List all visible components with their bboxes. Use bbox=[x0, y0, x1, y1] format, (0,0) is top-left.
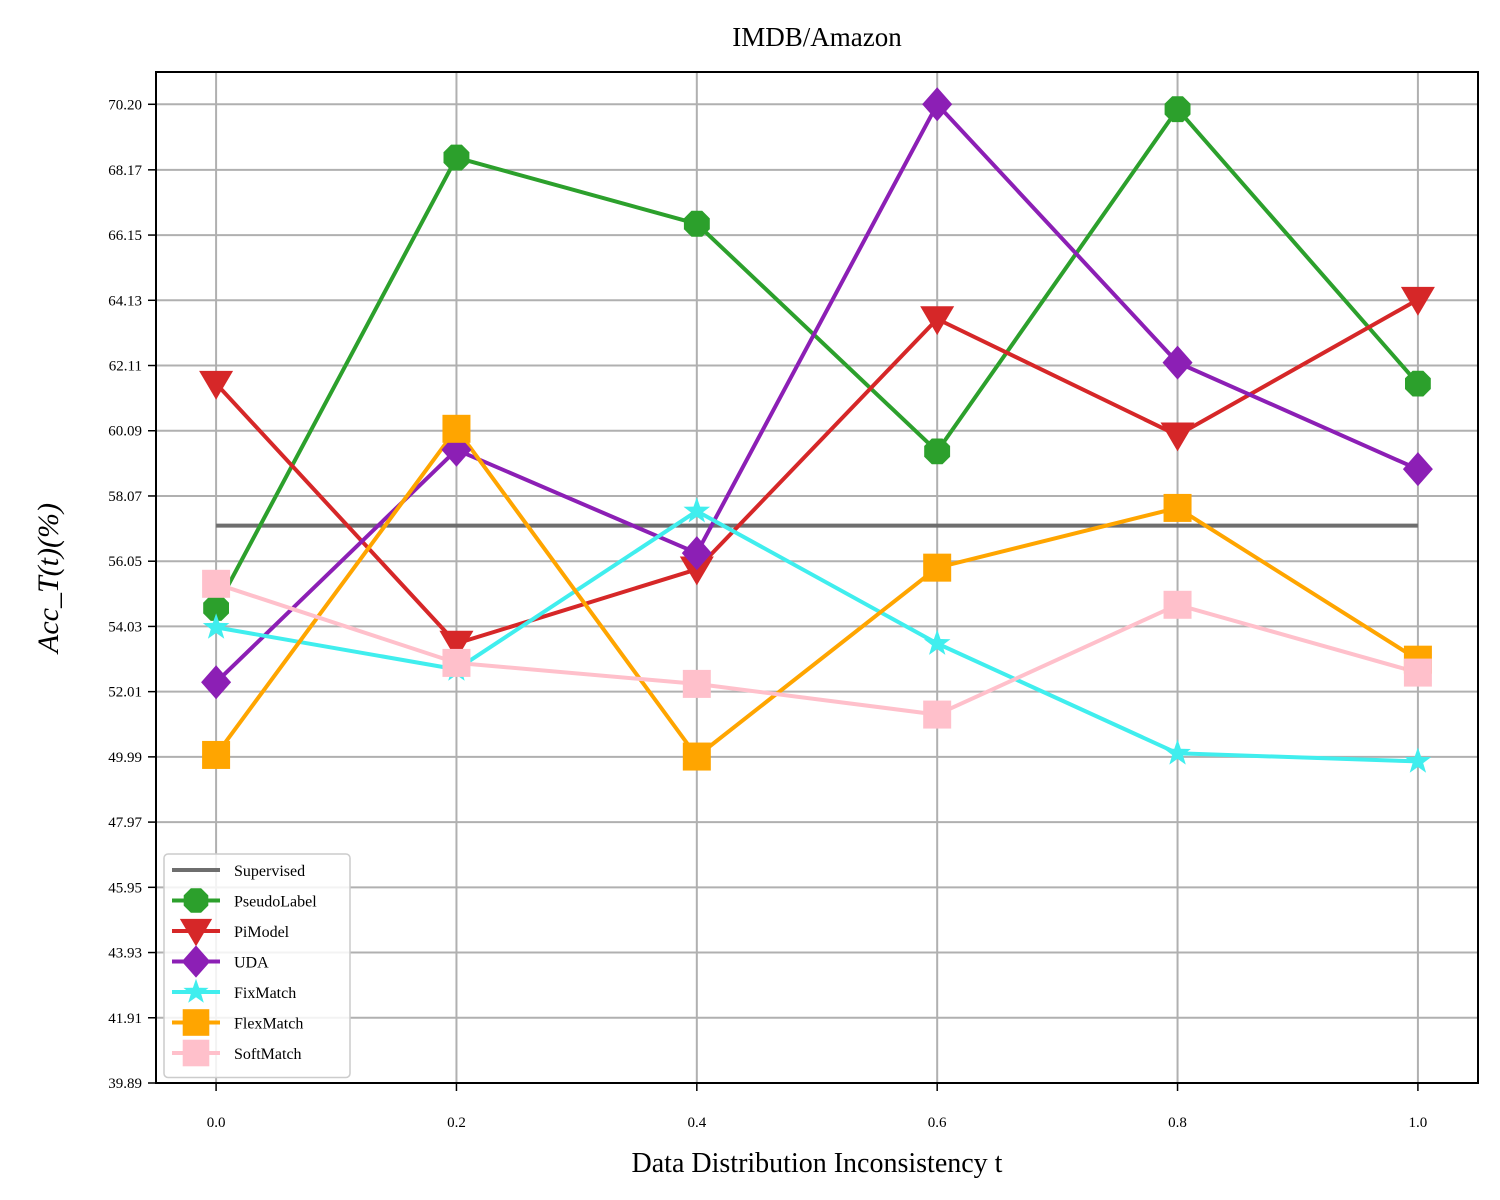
legend-marker-flexmatch bbox=[182, 1009, 210, 1036]
data-point-uda bbox=[1162, 345, 1193, 380]
series-line-pimodel bbox=[214, 297, 1419, 646]
y-tick-label: 39.89 bbox=[108, 1076, 142, 1092]
data-point-pseudolabel bbox=[1164, 96, 1191, 123]
legend: Supervised PseudoLabel PiModel UDA FixMatch F… bbox=[163, 853, 351, 1079]
y-axis-label: Acc_T(t)(%) bbox=[32, 503, 65, 655]
y-tick-label: 54.03 bbox=[108, 619, 142, 635]
axis-ticks: 0.0 0.2 0.4 0.6 0.8 1.0 39.89 41.91 43.93 45.95 47… bbox=[108, 97, 1427, 1131]
series-line-uda bbox=[214, 102, 1419, 684]
x-tick-label: 1.0 bbox=[1409, 1115, 1428, 1131]
data-point-pimodel bbox=[439, 630, 474, 660]
chart-title: IMDB/Amazon bbox=[732, 22, 902, 52]
y-tick-label: 56.05 bbox=[108, 554, 142, 570]
legend-marker-pseudolabel bbox=[183, 888, 209, 913]
series-line-softmatch bbox=[215, 581, 1419, 717]
series-lines bbox=[214, 102, 1420, 764]
y-tick-label: 62.11 bbox=[109, 359, 142, 375]
y-tick-label: 45.95 bbox=[108, 880, 142, 896]
data-point-uda bbox=[201, 665, 232, 700]
data-point-uda bbox=[1402, 452, 1433, 487]
data-point-uda bbox=[922, 87, 953, 122]
data-point-softmatch bbox=[923, 700, 952, 729]
series-markers bbox=[199, 87, 1435, 773]
legend-marker-uda bbox=[181, 945, 211, 978]
x-tick-label: 0.4 bbox=[687, 1115, 706, 1131]
y-tick-label: 66.15 bbox=[108, 228, 142, 244]
legend-label-pimodel: PiModel bbox=[234, 924, 290, 941]
data-point-fixmatch bbox=[202, 613, 230, 639]
data-point-fixmatch bbox=[1164, 739, 1191, 765]
y-tick-label: 60.09 bbox=[108, 424, 142, 440]
data-point-softmatch bbox=[442, 648, 471, 677]
legend-marker-pimodel bbox=[179, 918, 213, 947]
series-line-flexmatch bbox=[214, 426, 1419, 759]
legend-label-uda: UDA bbox=[234, 955, 269, 972]
series-line-pseudolabel bbox=[214, 107, 1420, 609]
data-point-softmatch bbox=[202, 569, 231, 598]
legend-marker-softmatch bbox=[182, 1039, 210, 1067]
y-tick-label: 49.99 bbox=[108, 750, 142, 766]
y-tick-label: 43.93 bbox=[108, 946, 142, 962]
y-tick-label: 47.97 bbox=[108, 815, 142, 831]
legend-label-flexmatch: FlexMatch bbox=[234, 1016, 303, 1033]
data-point-flexmatch bbox=[442, 414, 471, 443]
data-point-flexmatch bbox=[682, 742, 711, 771]
legend-label-softmatch: SoftMatch bbox=[234, 1046, 302, 1063]
data-point-pimodel bbox=[679, 556, 714, 586]
data-point-pimodel bbox=[920, 306, 955, 336]
data-point-fixmatch bbox=[923, 629, 951, 655]
legend-label-supervised: Supervised bbox=[234, 863, 305, 880]
x-tick-label: 0.0 bbox=[207, 1115, 226, 1131]
legend-marker-fixmatch bbox=[183, 978, 209, 1003]
data-point-softmatch bbox=[1403, 658, 1432, 687]
data-point-flexmatch bbox=[923, 553, 952, 582]
data-point-pimodel bbox=[1160, 422, 1195, 452]
data-point-uda bbox=[681, 536, 712, 571]
data-point-pseudolabel bbox=[1405, 370, 1431, 397]
y-tick-label: 68.17 bbox=[108, 163, 142, 179]
data-point-pseudolabel bbox=[924, 438, 951, 465]
data-point-flexmatch bbox=[202, 740, 231, 769]
data-point-fixmatch bbox=[1404, 747, 1432, 773]
data-point-pimodel bbox=[1400, 286, 1435, 316]
x-axis-label: Data Distribution Inconsistency t bbox=[632, 1148, 1003, 1179]
x-tick-label: 0.8 bbox=[1168, 1115, 1187, 1131]
data-point-pseudolabel bbox=[443, 144, 470, 171]
data-point-pimodel bbox=[199, 370, 234, 400]
x-tick-label: 0.6 bbox=[928, 1115, 947, 1131]
x-tick-label: 0.2 bbox=[447, 1115, 466, 1131]
y-tick-label: 41.91 bbox=[108, 1011, 142, 1027]
y-tick-label: 64.13 bbox=[108, 293, 142, 309]
data-point-pseudolabel bbox=[203, 595, 229, 621]
y-tick-label: 52.01 bbox=[108, 685, 142, 701]
y-tick-label: 58.07 bbox=[108, 489, 142, 505]
data-point-fixmatch bbox=[683, 497, 711, 523]
legend-label-pseudolabel: PseudoLabel bbox=[234, 894, 317, 911]
plot-frame bbox=[155, 71, 1479, 1084]
grid-lines bbox=[156, 72, 1478, 1084]
series-line-fixmatch bbox=[215, 509, 1418, 764]
data-point-softmatch bbox=[682, 669, 711, 698]
data-point-pseudolabel bbox=[683, 210, 710, 237]
y-tick-label: 70.20 bbox=[108, 97, 142, 113]
legend-label-fixmatch: FixMatch bbox=[234, 985, 296, 1002]
data-point-flexmatch bbox=[1163, 493, 1192, 522]
data-point-softmatch bbox=[1163, 590, 1192, 619]
